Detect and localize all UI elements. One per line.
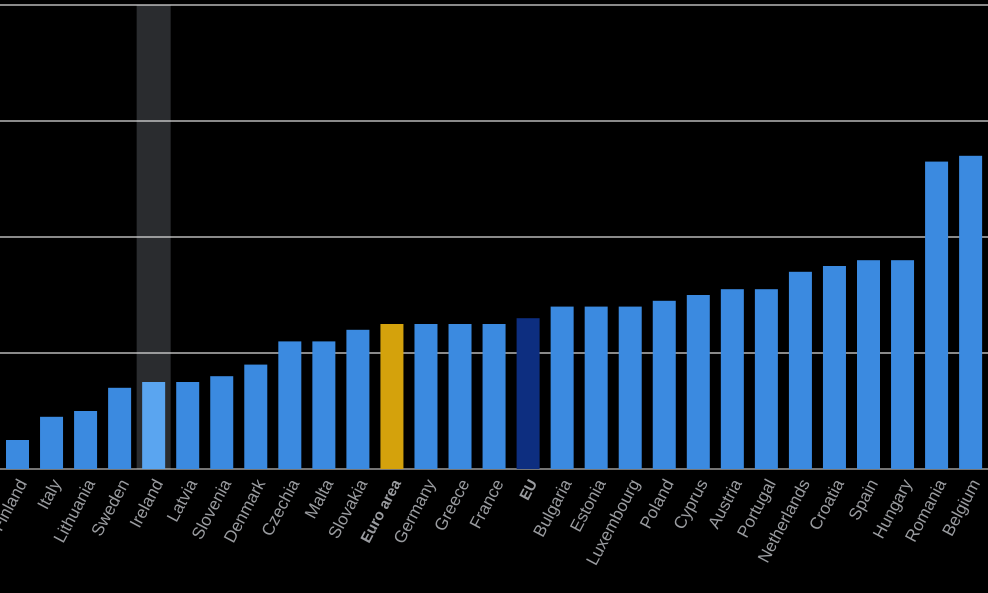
bar [210, 376, 234, 469]
bar [346, 329, 370, 469]
bar [584, 306, 608, 469]
bar [6, 440, 29, 469]
bar [857, 260, 880, 469]
bar [74, 411, 98, 469]
bar [278, 341, 302, 469]
bar [516, 318, 540, 469]
x-tick-label: EU [516, 477, 541, 503]
bar [822, 266, 846, 469]
bar [380, 324, 404, 469]
bar [686, 295, 710, 469]
bar [891, 260, 915, 469]
bar [312, 341, 336, 469]
bar [448, 324, 472, 469]
bar [108, 387, 132, 469]
bar [482, 324, 506, 469]
bar [754, 289, 778, 469]
x-tick-label: Spain [845, 476, 882, 523]
bar [176, 382, 200, 469]
bar [618, 306, 642, 469]
bar [414, 324, 438, 469]
bar [788, 271, 812, 469]
x-tick-label: Italy [34, 476, 66, 513]
bar [720, 289, 744, 469]
bar [925, 161, 949, 469]
x-tick-label: Ireland [126, 476, 167, 531]
bar [652, 300, 676, 469]
x-tick-label: Malta [301, 476, 338, 522]
x-tick-label: Finland [0, 476, 31, 534]
bar [40, 416, 64, 469]
bar [550, 306, 574, 469]
bar [244, 364, 268, 469]
bar [142, 382, 166, 469]
bar [959, 155, 983, 470]
